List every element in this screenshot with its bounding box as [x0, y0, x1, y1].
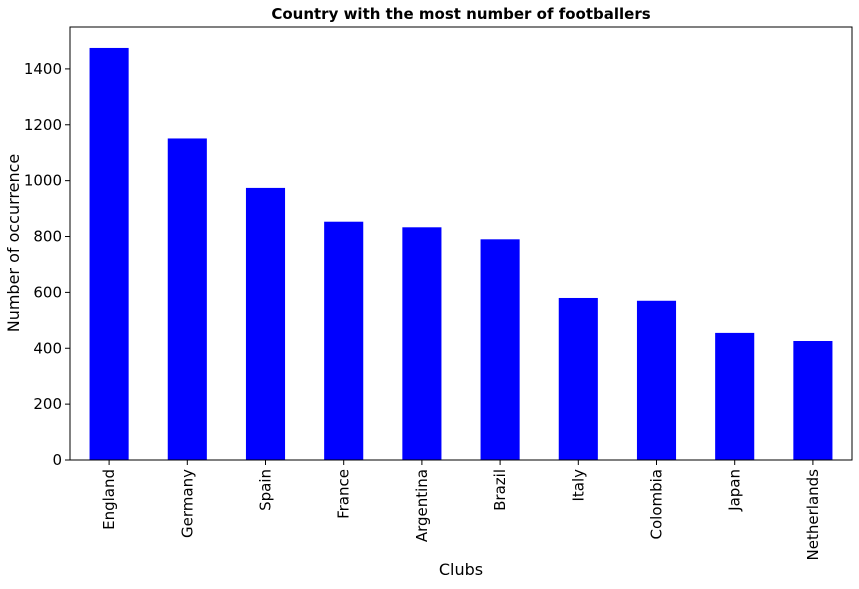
- x-tick-label: England: [100, 469, 118, 530]
- plot-frame: [69, 26, 853, 461]
- bar-series: [89, 47, 833, 461]
- x-tick-label: Colombia: [648, 469, 666, 540]
- x-axis-ticks: England Germany Spain France Argentina Brazil…: [100, 460, 822, 560]
- y-tick-label: 1400: [24, 60, 62, 78]
- y-axis-ticks: 0 200 400 600 800 1000 1200 1400: [24, 60, 70, 469]
- x-tick-label: Brazil: [491, 469, 509, 511]
- bar-japan: [715, 332, 755, 460]
- bar-spain: [245, 187, 286, 460]
- x-tick-label: Germany: [178, 469, 196, 538]
- bar-germany: [167, 138, 207, 460]
- x-axis-label: Clubs: [439, 560, 483, 579]
- x-tick-label: Italy: [569, 469, 587, 502]
- bar-colombia: [636, 300, 677, 460]
- bar-france: [324, 221, 364, 460]
- x-tick-label: France: [335, 469, 353, 519]
- bar-italy: [558, 297, 598, 460]
- x-tick-label: Argentina: [413, 469, 431, 542]
- chart-title: Country with the most number of football…: [271, 5, 650, 23]
- y-tick-label: 0: [52, 451, 62, 469]
- y-tick-label: 600: [33, 283, 62, 301]
- x-tick-label: Netherlands: [804, 469, 822, 561]
- bar-england: [89, 47, 129, 461]
- bar-netherlands: [793, 340, 833, 460]
- bar-brazil: [480, 239, 520, 460]
- y-tick-label: 800: [33, 228, 62, 246]
- y-tick-label: 200: [33, 395, 62, 413]
- x-tick-label: Japan: [726, 469, 744, 512]
- y-tick-label: 1200: [24, 116, 62, 134]
- bar-argentina: [402, 227, 442, 460]
- y-tick-label: 400: [33, 339, 62, 357]
- y-tick-label: 1000: [24, 172, 62, 190]
- x-tick-label: Spain: [257, 469, 275, 511]
- y-axis-label: Number of occurrence: [4, 154, 23, 333]
